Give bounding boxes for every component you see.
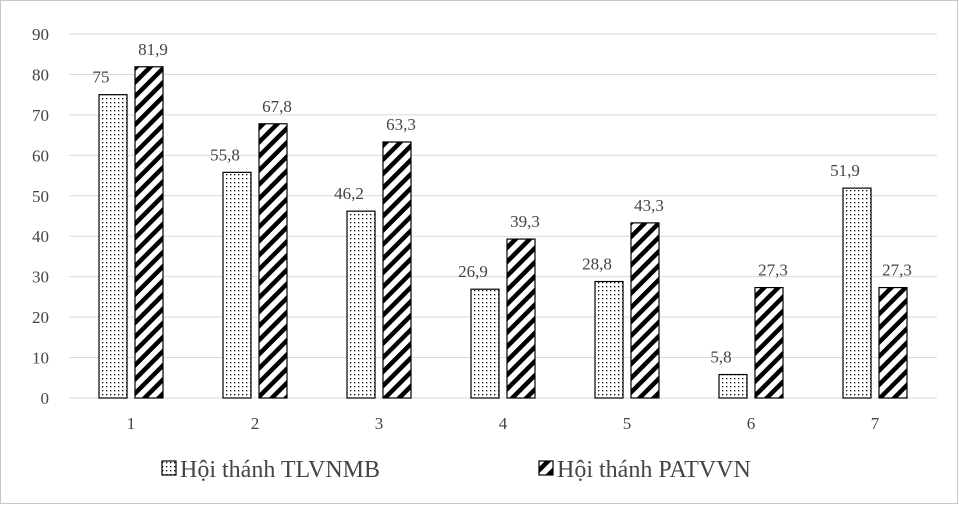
y-tick-label: 30	[32, 268, 49, 287]
y-axis-ticks: 0 10 20 30 40 50 60 70 80 90	[32, 25, 49, 408]
data-labels: 75 81,9 55,8 67,8 46,2 63,3 26,9 39,3 28,8 43,3 5,…	[93, 40, 912, 367]
bar-series-2	[754, 286, 784, 399]
y-tick-label: 10	[32, 349, 49, 368]
legend-swatch	[538, 460, 554, 476]
bar-series-1	[98, 94, 128, 399]
bar-series-1	[346, 210, 376, 399]
data-label: 81,9	[138, 40, 168, 59]
data-label: 39,3	[510, 212, 540, 231]
bars	[98, 66, 908, 399]
bar-series-2	[630, 222, 660, 399]
data-label: 67,8	[262, 97, 292, 116]
legend-label: Hội thánh TLVNMB	[180, 457, 380, 483]
bar-series-2	[134, 66, 164, 399]
legend-swatch	[161, 460, 177, 476]
y-tick-label: 70	[32, 106, 49, 125]
y-tick-label: 40	[32, 227, 49, 246]
bar-series-1	[718, 373, 748, 399]
x-tick-label: 4	[499, 414, 508, 433]
y-tick-label: 0	[41, 389, 50, 408]
bar-series-1	[842, 187, 872, 399]
data-label: 55,8	[210, 145, 240, 164]
gridlines	[69, 33, 937, 399]
x-tick-label: 6	[747, 414, 756, 433]
data-label: 46,2	[334, 184, 364, 203]
data-label: 75	[93, 68, 110, 87]
data-label: 63,3	[386, 115, 416, 134]
y-tick-label: 50	[32, 187, 49, 206]
data-label: 27,3	[758, 261, 788, 280]
x-tick-label: 2	[251, 414, 260, 433]
bar-series-1	[470, 288, 500, 399]
data-label: 28,8	[582, 255, 612, 274]
bar-series-2	[382, 141, 412, 399]
x-axis-ticks: 1 2 3 4 5 6 7	[127, 414, 880, 433]
y-tick-label: 80	[32, 65, 49, 84]
data-label: 27,3	[882, 261, 912, 280]
bar-series-2	[878, 286, 908, 399]
data-label: 26,9	[458, 262, 488, 281]
data-label: 5,8	[710, 348, 731, 367]
y-tick-label: 20	[32, 308, 49, 327]
legend: Hội thánh TLVNMB Hội thánh PATVVN	[161, 457, 751, 483]
y-tick-label: 90	[32, 25, 49, 44]
x-tick-label: 1	[127, 414, 136, 433]
x-tick-label: 5	[623, 414, 632, 433]
bar-series-2	[258, 123, 288, 399]
bar-series-1	[222, 171, 252, 399]
y-tick-label: 60	[32, 146, 49, 165]
x-tick-label: 3	[375, 414, 384, 433]
legend-label: Hội thánh PATVVN	[557, 457, 751, 483]
data-label: 51,9	[830, 161, 860, 180]
bar-series-1	[594, 280, 624, 399]
data-label: 43,3	[634, 196, 664, 215]
bar-series-2	[506, 238, 536, 399]
x-tick-label: 7	[871, 414, 880, 433]
